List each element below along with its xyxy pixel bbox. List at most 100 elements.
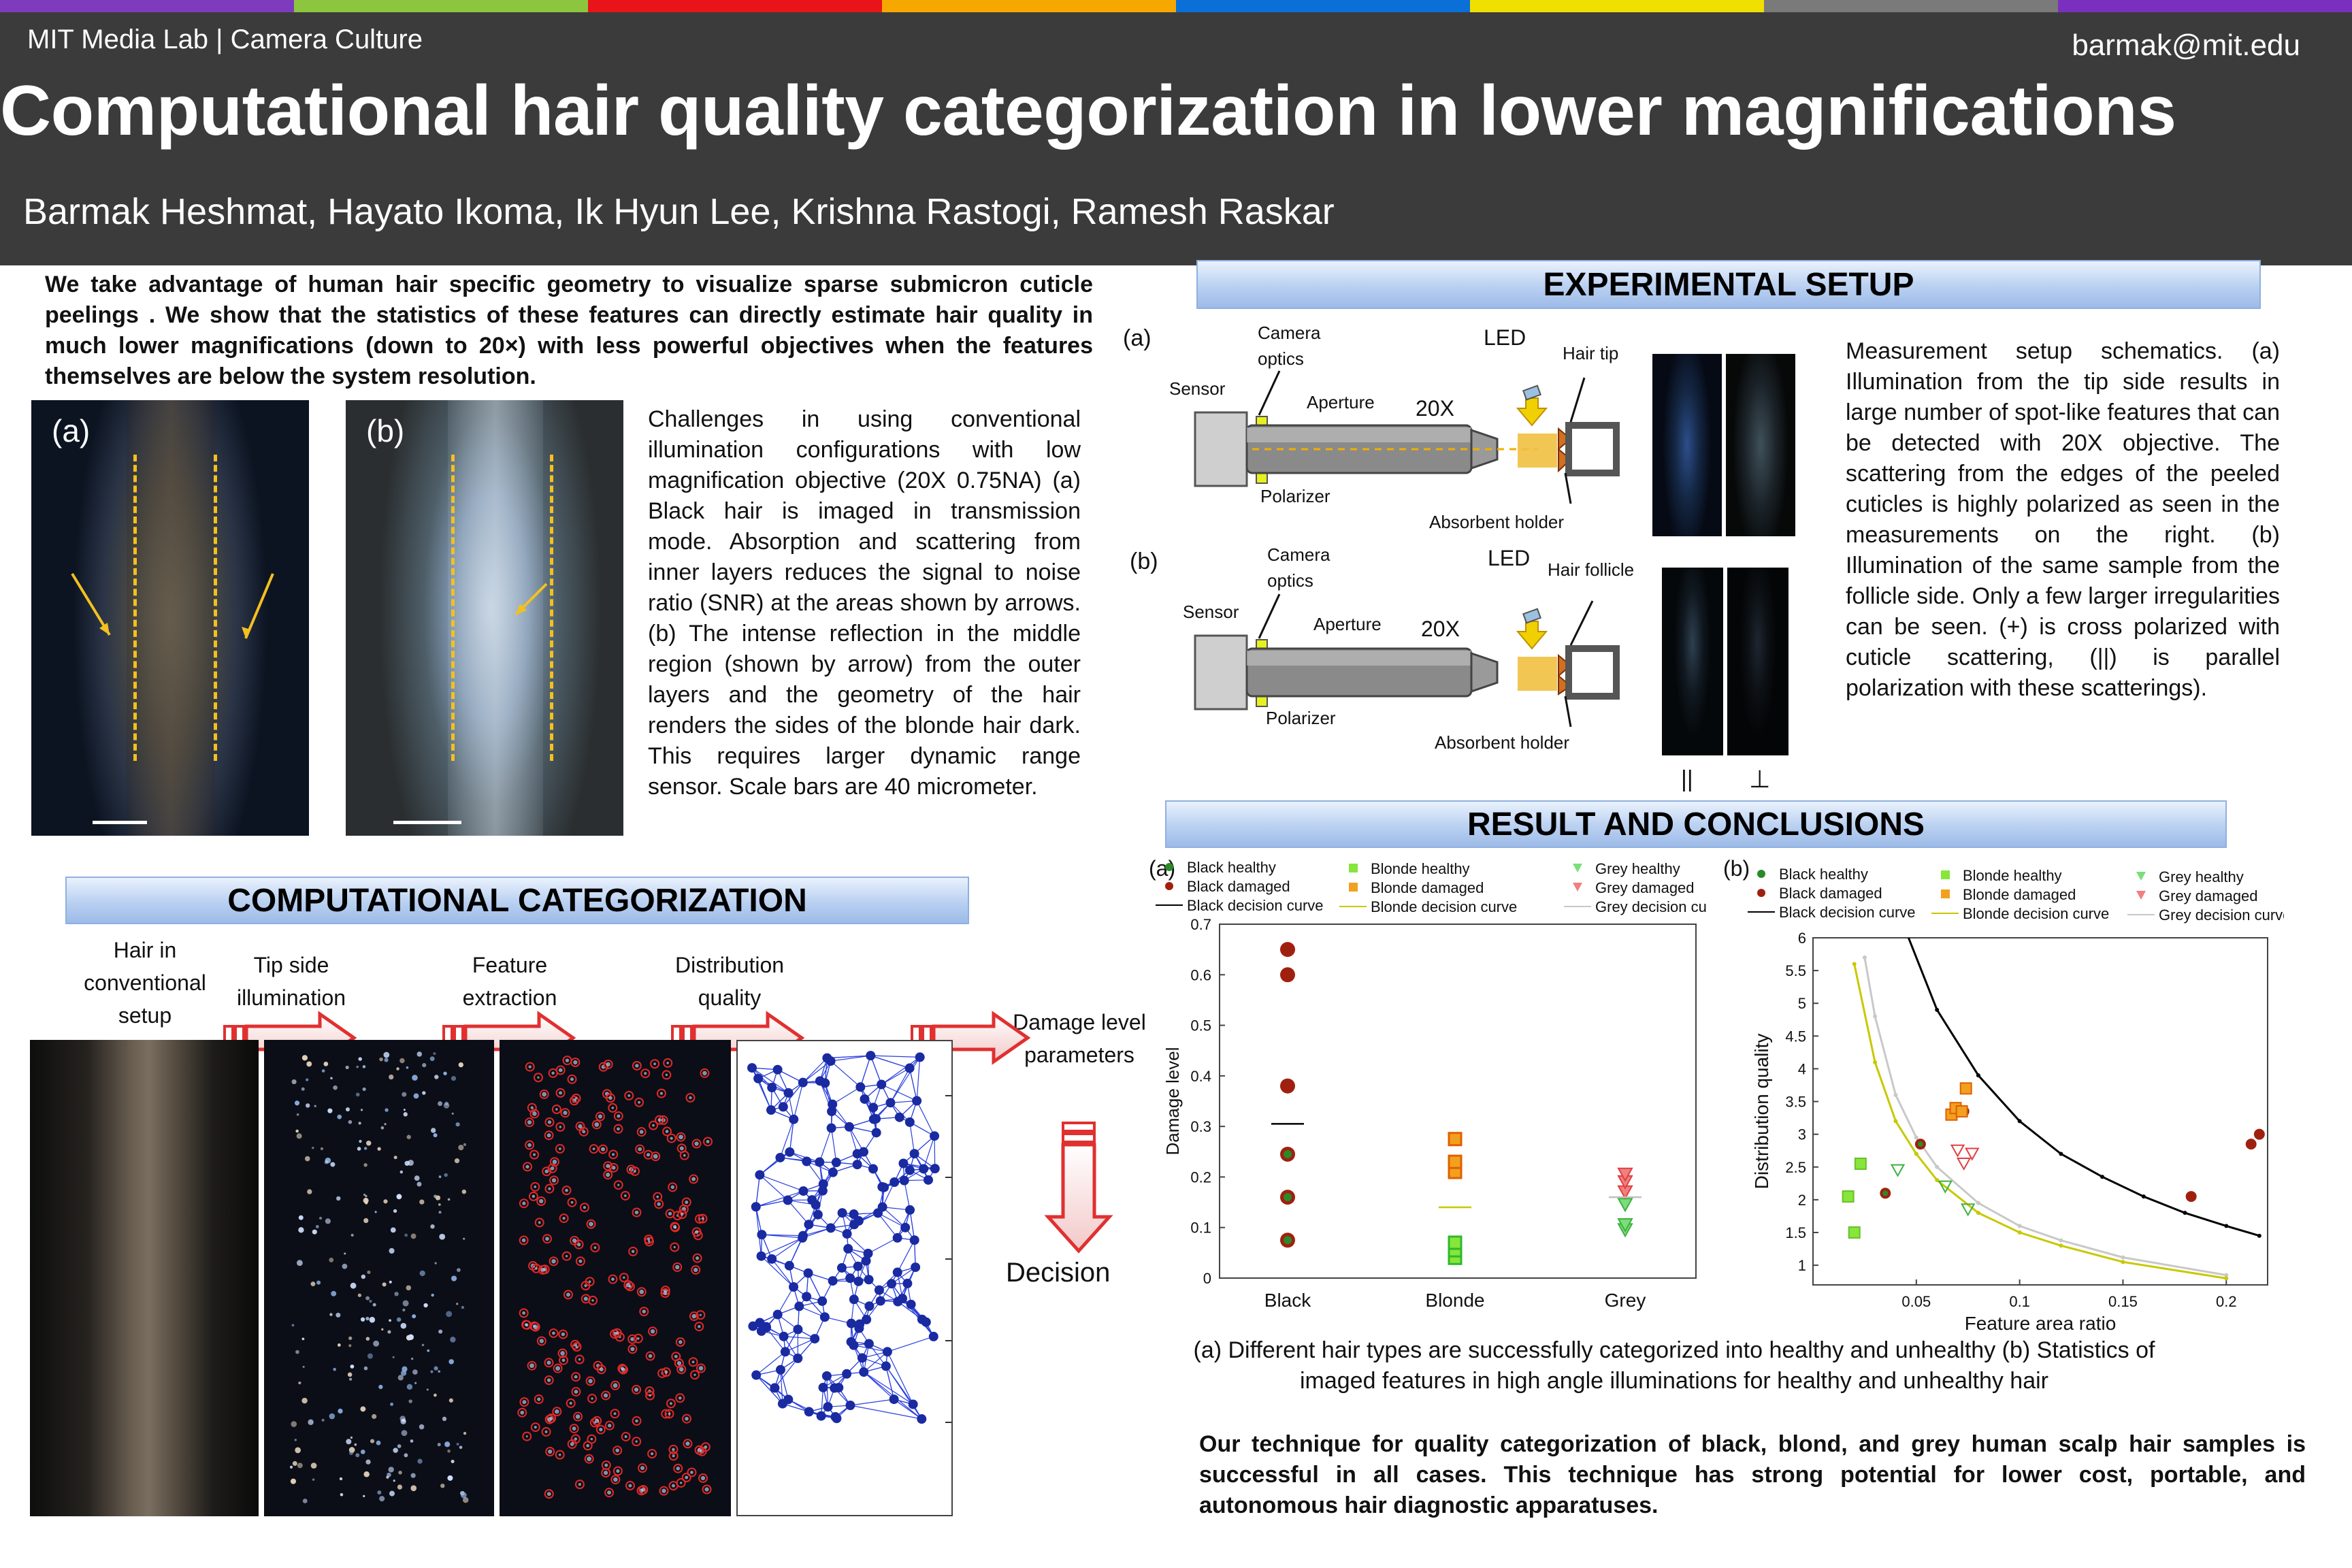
feature-marker: [606, 1093, 616, 1103]
mesh-node: [804, 1407, 814, 1417]
feature-spot: [393, 1480, 395, 1482]
feature-spot: [363, 1194, 366, 1196]
mesh-node: [899, 1175, 909, 1186]
mesh-node: [923, 1175, 933, 1185]
color-bar-segment: [2058, 0, 2352, 12]
section-header-computational: COMPUTATIONAL CATEGORIZATION: [65, 877, 969, 924]
mesh-node: [828, 1099, 838, 1109]
mesh-node: [915, 1052, 925, 1062]
mesh-edge: [882, 1207, 906, 1228]
feature-spot: [401, 1430, 408, 1436]
feature-marker: [603, 1059, 613, 1069]
mesh-node: [770, 1383, 780, 1393]
lab-name: MIT Media Lab | Camera Culture: [27, 24, 423, 54]
feature-spot: [337, 1343, 341, 1347]
mesh-node: [783, 1394, 794, 1405]
x-tick-label: 0.15: [2108, 1293, 2138, 1310]
mesh-node: [882, 1347, 892, 1357]
mesh-edge: [751, 1067, 789, 1094]
feature-spot: [539, 1339, 544, 1343]
feature-spot: [372, 1414, 377, 1419]
feature-marker: [668, 1182, 678, 1192]
feature-spot: [291, 1079, 297, 1085]
feature-marker: [656, 1088, 666, 1098]
feature-marker: [517, 1407, 527, 1418]
feature-spot: [372, 1303, 376, 1307]
feature-spot: [451, 1075, 457, 1081]
feature-spot: [380, 1126, 385, 1130]
mesh-node: [772, 1309, 783, 1320]
feature-spot: [345, 1065, 349, 1070]
feature-spot: [521, 1238, 526, 1243]
feature-spot: [604, 1470, 608, 1475]
mesh-node: [753, 1073, 764, 1083]
feature-marker: [613, 1111, 623, 1122]
feature-spot: [336, 1196, 341, 1201]
mesh-node: [842, 1229, 852, 1239]
feature-marker: [638, 1463, 648, 1473]
mesh-node: [843, 1243, 853, 1254]
feature-spot: [394, 1292, 399, 1296]
feature-spot: [593, 1246, 597, 1250]
feature-spot: [617, 1114, 621, 1118]
feature-marker: [527, 1102, 537, 1113]
feature-marker: [703, 1137, 713, 1147]
feature-marker: [691, 1264, 701, 1275]
data-point-core: [1284, 1236, 1292, 1245]
feature-spot: [448, 1398, 453, 1403]
feature-marker: [544, 1414, 555, 1424]
feature-marker: [530, 1181, 540, 1192]
feature-spot: [329, 1413, 336, 1420]
mesh-node: [863, 1248, 873, 1258]
feature-spot: [339, 1477, 343, 1481]
delaunay-mesh: [747, 1051, 951, 1424]
feature-spot: [363, 1163, 368, 1167]
feature-spot: [304, 1156, 310, 1162]
curve-point: [2059, 1152, 2063, 1156]
feature-spot: [398, 1471, 402, 1475]
mesh-node: [921, 1317, 931, 1327]
legend-marker: [1941, 870, 1950, 879]
legend-marker: [1573, 883, 1582, 892]
feature-spot: [522, 1400, 527, 1405]
mesh-edge: [802, 1060, 831, 1083]
mesh-node: [885, 1098, 896, 1108]
feature-spot: [520, 1410, 525, 1415]
mesh-node: [802, 1156, 812, 1166]
mesh-node: [930, 1131, 940, 1141]
feature-spot: [389, 1280, 392, 1284]
feature-spot: [683, 1154, 686, 1157]
feature-spot: [397, 1375, 404, 1381]
mesh-edge: [887, 1336, 934, 1352]
feature-spot: [525, 1164, 529, 1169]
feature-spot: [588, 1379, 593, 1384]
feature-marker: [625, 1281, 635, 1292]
feature-spot: [679, 1134, 683, 1140]
feature-spot: [347, 1372, 353, 1377]
contact-email[interactable]: barmak@mit.edu: [2072, 29, 2300, 62]
feature-spot: [698, 1366, 704, 1371]
feature-spot: [691, 1360, 695, 1364]
feature-marker: [627, 1344, 638, 1354]
legend-label: Black decision curve: [1187, 897, 1324, 914]
feature-marker: [628, 1246, 638, 1256]
feature-spot: [451, 1459, 455, 1464]
feature-marker: [691, 1227, 702, 1237]
feature-spot: [615, 1448, 620, 1453]
feature-spot: [573, 1060, 578, 1065]
data-point: [1955, 1105, 1968, 1117]
mesh-edge: [819, 1128, 832, 1162]
feature-marker: [647, 1449, 657, 1459]
feature-spot: [569, 1401, 572, 1405]
mesh-node: [826, 1056, 836, 1066]
mesh-node: [803, 1268, 813, 1278]
curve-point: [2059, 1238, 2063, 1243]
legend-marker: [1757, 889, 1765, 897]
feature-spot: [434, 1075, 439, 1079]
feature-spot: [561, 1332, 566, 1337]
mesh-edge: [771, 1237, 803, 1260]
feature-spot: [297, 1463, 303, 1469]
mesh-edge: [777, 1286, 794, 1315]
curve-point: [2224, 1276, 2229, 1281]
feature-marker: [561, 1251, 572, 1261]
